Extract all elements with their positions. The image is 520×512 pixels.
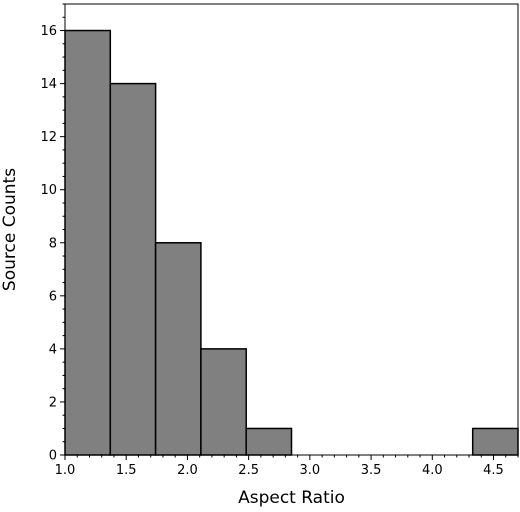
y-tick-label: 0	[49, 449, 57, 464]
histogram-bar	[154, 242, 202, 456]
histogram-bar	[471, 427, 519, 456]
y-tick-label: 6	[49, 289, 57, 304]
x-tick-label: 2.5	[238, 463, 259, 478]
x-axis-ticks: 1.0 1.5 2.0 2.5 3.0 3.5 4.0 4.5	[55, 455, 519, 478]
y-tick-label: 4	[49, 342, 57, 357]
plot-frame	[64, 3, 519, 456]
histogram-bar	[109, 82, 157, 456]
y-axis-label: Source Counts	[0, 168, 20, 291]
x-tick-label: 1.5	[116, 463, 137, 478]
y-tick-label: 16	[40, 24, 57, 39]
x-tick-label: 2.0	[177, 463, 198, 478]
histogram-bar	[200, 348, 247, 456]
y-tick-label: 14	[40, 77, 57, 92]
x-tick-label: 3.5	[361, 463, 382, 478]
y-tick-label: 2	[49, 395, 57, 410]
y-tick-label: 8	[49, 236, 57, 251]
x-tick-label: 4.5	[483, 463, 504, 478]
histogram-bar	[64, 29, 112, 456]
histogram-bar	[245, 427, 293, 456]
x-tick-label: 3.0	[300, 463, 321, 478]
x-tick-label: 1.0	[55, 463, 76, 478]
bars-group	[64, 29, 519, 456]
x-tick-label: 4.0	[422, 463, 443, 478]
y-tick-label: 10	[40, 183, 57, 198]
y-tick-label: 12	[40, 130, 57, 145]
y-axis-ticks: 0 2 4 6 8 10 12 14 16	[40, 3, 65, 464]
x-axis-label: Aspect Ratio	[238, 488, 345, 508]
